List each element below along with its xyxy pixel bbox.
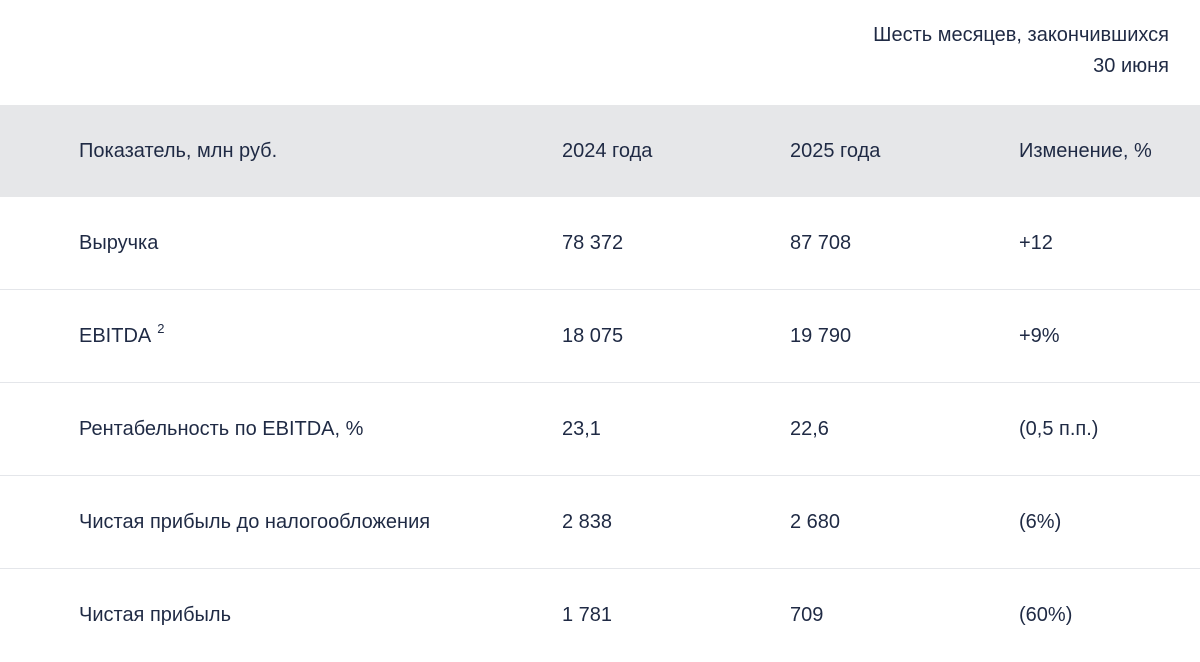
row-value-2025: 709 xyxy=(790,604,824,626)
financial-table: Показатель, млн руб. 2024 года 2025 года… xyxy=(0,105,1200,662)
row-label: Рентабельность по EBITDA, % xyxy=(79,383,363,475)
period-line-2: 30 июня xyxy=(1093,55,1169,77)
table-header-row: Показатель, млн руб. 2024 года 2025 года… xyxy=(0,105,1200,197)
header-2025: 2025 года xyxy=(790,139,881,162)
row-value-2025: 87 708 xyxy=(790,231,852,254)
table-row: Чистая прибыль до налогообложения 2 838 … xyxy=(0,476,1200,569)
table-row: Выручка 78 372 87 708 +12 xyxy=(0,197,1200,290)
header-2024: 2024 года xyxy=(562,139,653,162)
row-value-2024: 18 075 xyxy=(562,324,624,347)
header-change: Изменение, % xyxy=(1019,139,1152,162)
row-value-2025: 22,6 xyxy=(790,417,829,440)
row-value-2025: 2 680 xyxy=(790,510,841,533)
row-label-text: Чистая прибыль до налогообложения xyxy=(79,510,431,533)
period-header: Шесть месяцев, закончившихся 30 июня xyxy=(873,20,1169,82)
row-value-2024: 2 838 xyxy=(562,510,613,533)
row-change: (60%) xyxy=(1019,604,1073,626)
footnote-marker: 2 xyxy=(157,320,165,336)
header-indicator: Показатель, млн руб. xyxy=(79,139,278,162)
row-value-2024: 78 372 xyxy=(562,231,624,254)
row-label-text: Рентабельность по EBITDA, % xyxy=(79,417,364,440)
row-label: Чистая прибыль до налогообложения xyxy=(79,476,430,568)
row-change: (0,5 п.п.) xyxy=(1019,417,1099,440)
table-row: Чистая прибыль 1 781 709 (60%) xyxy=(0,569,1200,662)
row-label: Выручка xyxy=(79,197,158,289)
row-label: Чистая прибыль xyxy=(79,569,231,662)
row-value-2025: 19 790 xyxy=(790,324,852,347)
table-row: EBITDA 2 18 075 19 790 +9% xyxy=(0,290,1200,383)
period-line-1: Шесть месяцев, закончившихся xyxy=(873,24,1169,46)
row-label-text: Выручка xyxy=(79,231,159,254)
row-change: +12 xyxy=(1019,231,1053,254)
table-row: Рентабельность по EBITDA, % 23,1 22,6 (0… xyxy=(0,383,1200,476)
row-change: (6%) xyxy=(1019,510,1062,533)
row-label: EBITDA 2 xyxy=(79,290,164,382)
row-label-text: EBITDA xyxy=(79,324,152,347)
row-value-2024: 1 781 xyxy=(562,604,613,626)
row-label-text: Чистая прибыль xyxy=(79,604,231,626)
row-value-2024: 23,1 xyxy=(562,417,601,440)
row-change: +9% xyxy=(1019,324,1060,347)
